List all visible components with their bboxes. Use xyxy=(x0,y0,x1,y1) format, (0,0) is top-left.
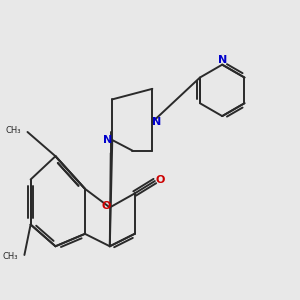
Text: N: N xyxy=(152,117,161,127)
Text: N: N xyxy=(103,135,113,145)
Text: N: N xyxy=(218,55,227,64)
Text: CH₃: CH₃ xyxy=(3,252,18,261)
Text: O: O xyxy=(155,175,164,185)
Text: CH₃: CH₃ xyxy=(6,126,21,135)
Text: O: O xyxy=(102,201,111,211)
